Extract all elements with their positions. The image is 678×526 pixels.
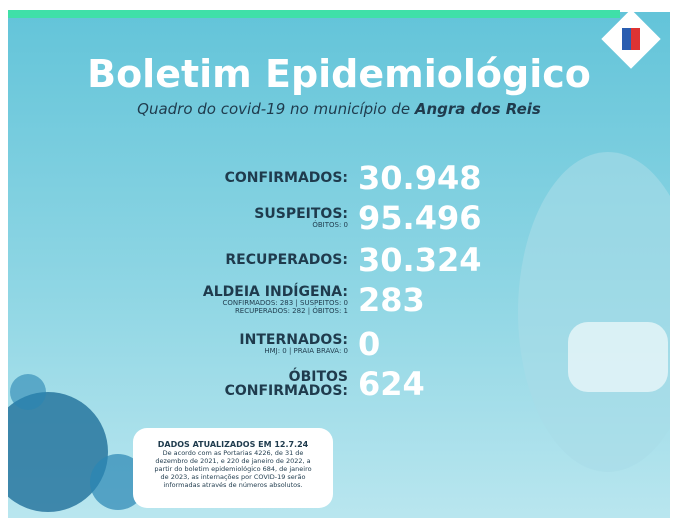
stat-value: 283 xyxy=(358,284,425,316)
note: DADOS ATUALIZADOS EM 12.7.24 De acordo c… xyxy=(133,428,333,508)
stat-row: CONFIRMADOS: 30.948 xyxy=(8,162,670,202)
stat-row: INTERNADOS:HMJ: 0 | PRAIA BRAVA: 0 0 xyxy=(8,328,670,368)
stat-label: CONFIRMADOS: xyxy=(225,171,348,185)
label-line: CONFIRMADOS: xyxy=(225,384,348,398)
note-line: de 2023, as internações por COVID-19 ser… xyxy=(133,473,333,481)
stat-row: SUSPEITOS:ÓBITOS: 0 95.496 xyxy=(8,202,670,242)
label-line: CONFIRMADOS: xyxy=(225,171,348,185)
stat-value: 95.496 xyxy=(358,202,481,234)
top-bar xyxy=(8,10,620,18)
label-line: SUSPEITOS: xyxy=(254,207,348,221)
stat-value: 30.948 xyxy=(358,162,481,194)
stat-row: RECUPERADOS: 30.324 xyxy=(8,244,670,284)
detail-line: CONFIRMADOS: 283 | SUSPEITOS: 0 xyxy=(203,299,348,307)
note-title: DADOS ATUALIZADOS EM 12.7.24 xyxy=(133,440,333,449)
detail-line: ÓBITOS: 0 xyxy=(254,221,348,229)
logo xyxy=(596,4,666,74)
place: Angra dos Reis xyxy=(415,100,541,118)
note-line: dezembro de 2021, e 220 de janeiro de 20… xyxy=(133,457,333,465)
stat-value: 0 xyxy=(358,328,380,360)
subtitle: Quadro do covid-19 no município de Angra… xyxy=(8,100,670,118)
page: Boletim Epidemiológico Quadro do covid-1… xyxy=(0,0,678,526)
detail-line: HMJ: 0 | PRAIA BRAVA: 0 xyxy=(239,347,348,355)
panel: Boletim Epidemiológico Quadro do covid-1… xyxy=(8,12,670,518)
title: Boletim Epidemiológico xyxy=(8,52,670,96)
label-line: ÓBITOS xyxy=(225,370,348,384)
note-body: De acordo com as Portarias 4226, de 31 d… xyxy=(133,449,333,489)
stat-label: INTERNADOS:HMJ: 0 | PRAIA BRAVA: 0 xyxy=(239,333,348,355)
stat-value: 624 xyxy=(358,368,425,400)
stat-label: RECUPERADOS: xyxy=(225,253,348,267)
label-line: RECUPERADOS: xyxy=(225,253,348,267)
detail-line: RECUPERADOS: 282 | ÓBITOS: 1 xyxy=(203,307,348,315)
stat-label: ALDEIA INDÍGENA:CONFIRMADOS: 283 | SUSPE… xyxy=(203,285,348,315)
note-line: De acordo com as Portarias 4226, de 31 d… xyxy=(133,449,333,457)
stat-value: 30.324 xyxy=(358,244,481,276)
note-line: informadas através de números absolutos. xyxy=(133,481,333,489)
note-line: partir do boletim epidemiológico 684, de… xyxy=(133,465,333,473)
stat-label: SUSPEITOS:ÓBITOS: 0 xyxy=(254,207,348,229)
stat-row: ALDEIA INDÍGENA:CONFIRMADOS: 283 | SUSPE… xyxy=(8,284,670,324)
label-line: INTERNADOS: xyxy=(239,333,348,347)
label-line: ALDEIA INDÍGENA: xyxy=(203,285,348,299)
subtitle-text: Quadro do covid-19 no município de xyxy=(137,100,410,118)
